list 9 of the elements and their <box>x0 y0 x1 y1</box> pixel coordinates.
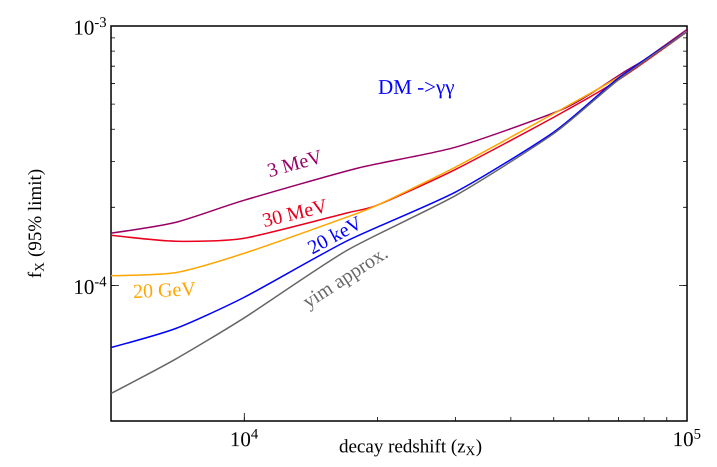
x-tick-label: 10$^{5}$ <box>674 428 700 446</box>
series-label: 20 GeV <box>134 282 196 298</box>
y-axis-title: f$_{X}$ (95% limit) <box>28 170 46 278</box>
text: 3 MeV <box>267 150 320 177</box>
x-tick-label: 10$^{4}$ <box>232 428 258 446</box>
y-tick-label: 10$^{-3}$ <box>75 17 106 35</box>
x-axis-title: decay redshift (z$_{X}$) <box>340 438 482 456</box>
annotation: DM ->γγ <box>378 80 454 98</box>
y-tick-label: 10$^{-4}$ <box>75 276 106 294</box>
